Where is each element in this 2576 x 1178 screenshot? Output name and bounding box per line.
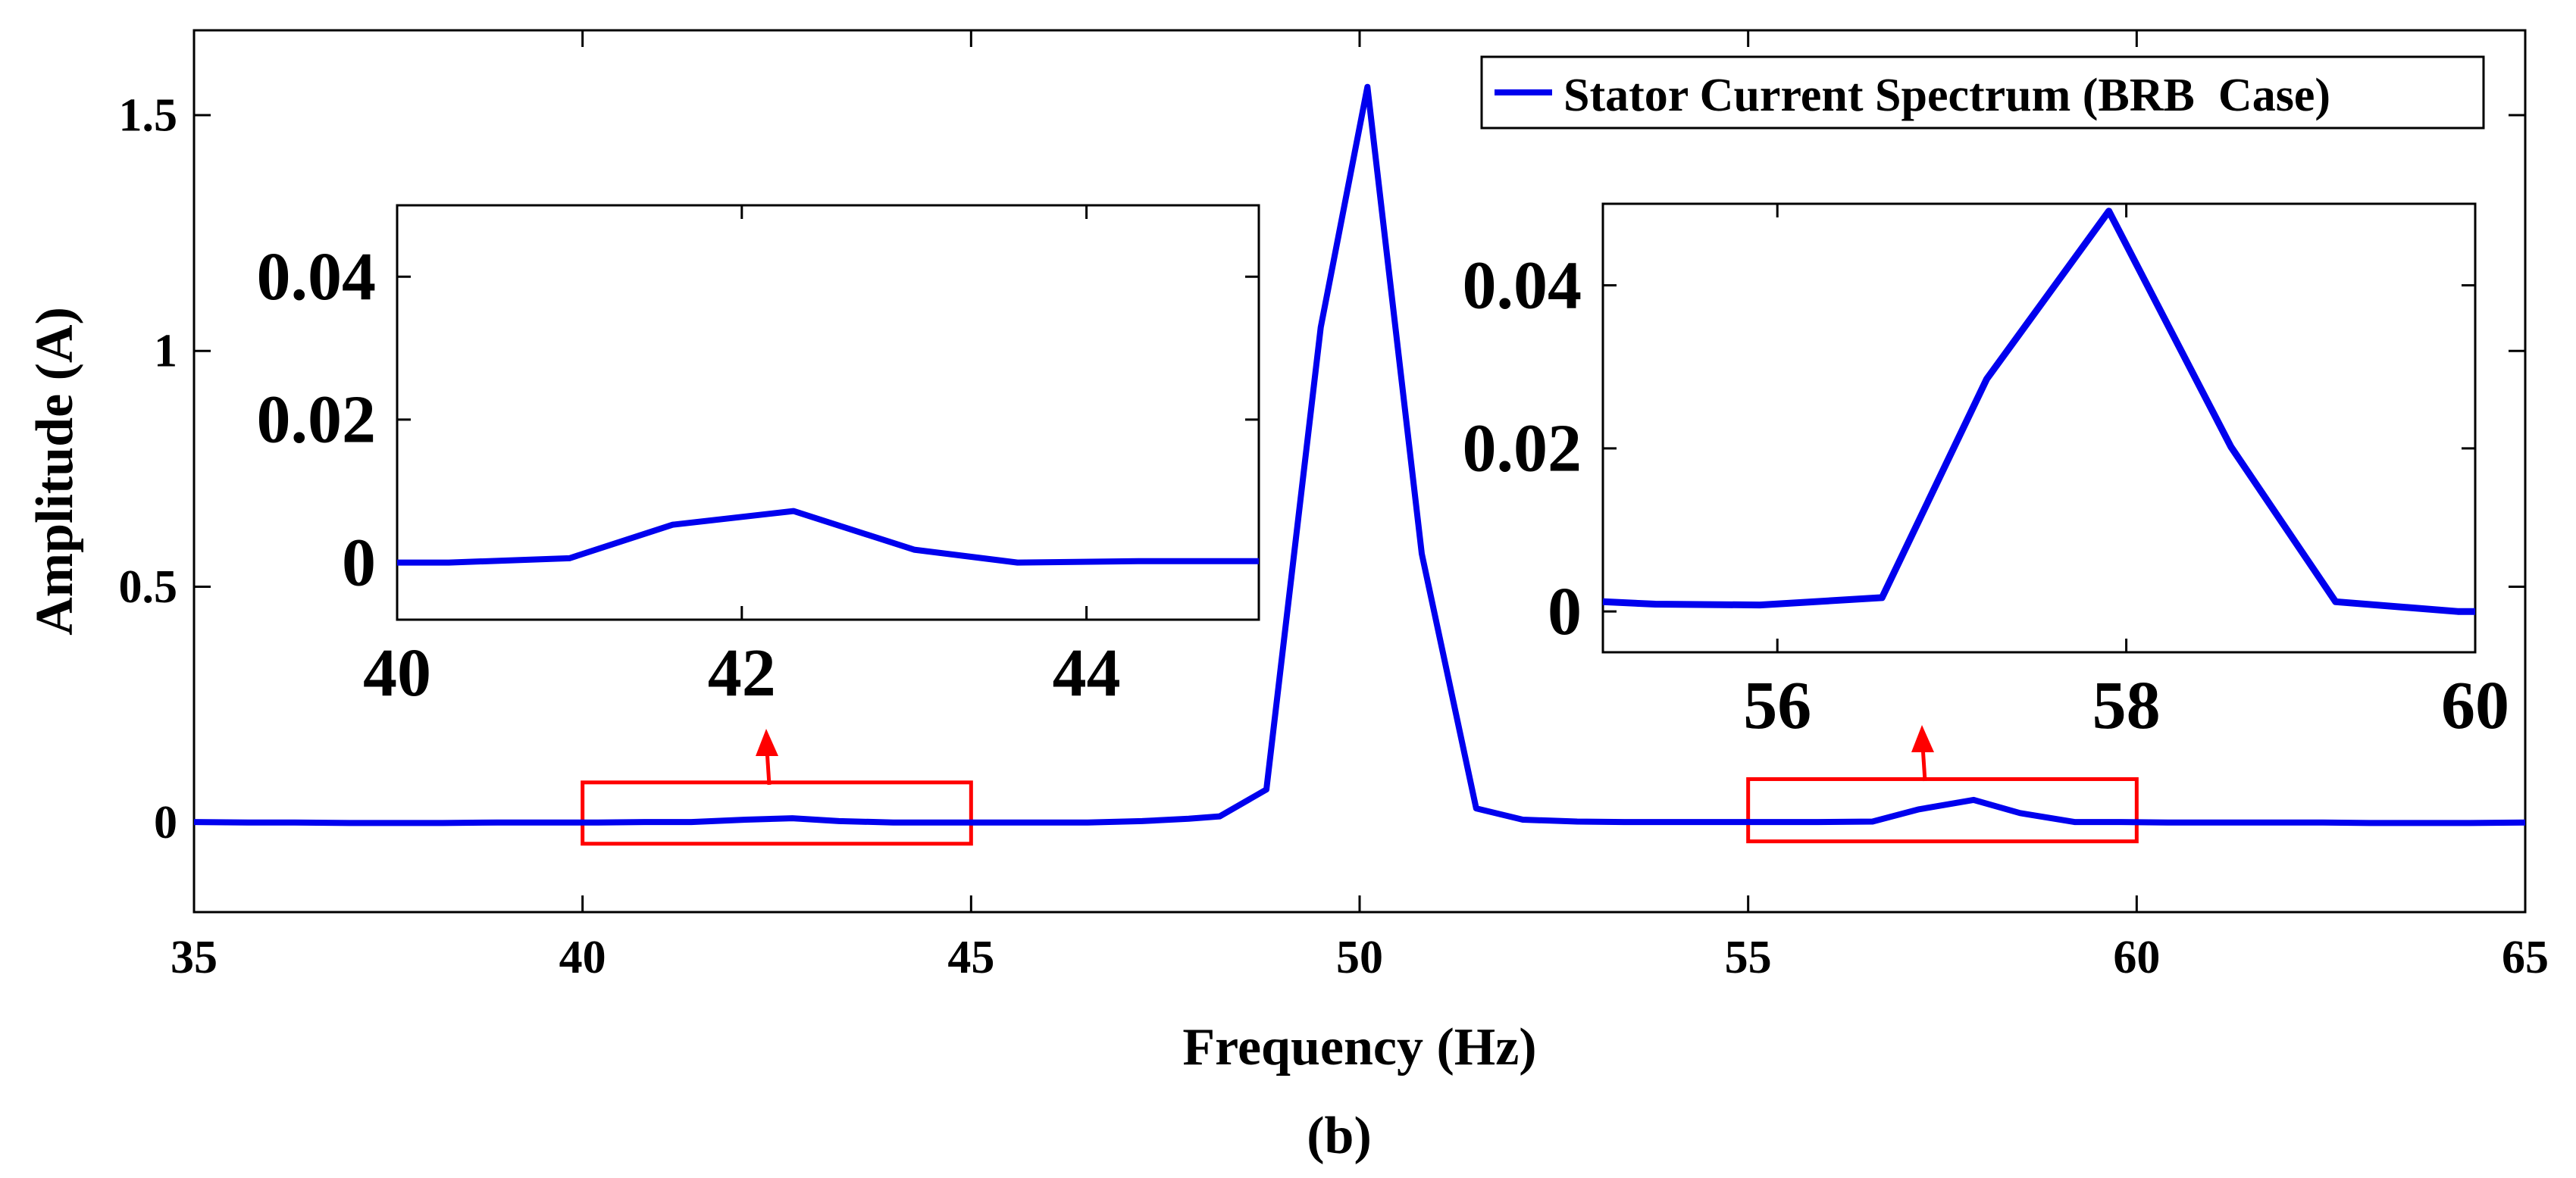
inset-left-x-tick-label: 44 <box>1053 636 1121 711</box>
inset-right: 56 58 60 0 0.02 0.04 <box>1463 204 2510 743</box>
inset-right-y-tick-label: 0 <box>1548 574 1582 649</box>
inset-left-y-tick-label: 0 <box>342 525 376 600</box>
y-axis-label: Amplitude (A) <box>26 307 84 636</box>
legend-label: Stator Current Spectrum (BRB Case) <box>1563 70 2330 121</box>
main-x-tick-labels: 35 40 45 50 55 60 65 <box>171 932 2549 983</box>
main-x-tick-label: 45 <box>947 932 994 983</box>
inset-right-x-tick-label: 56 <box>1743 668 1811 743</box>
inset-right-y-tick-label: 0.04 <box>1463 248 1582 323</box>
inset-right-x-tick-label: 58 <box>2092 668 2161 743</box>
inset-right-x-tick-label: 60 <box>2441 668 2509 743</box>
main-x-tick-label: 55 <box>1725 932 1772 983</box>
inset-left-y-tick-label: 0.02 <box>257 383 377 458</box>
legend: Stator Current Spectrum (BRB Case) <box>1482 57 2484 128</box>
zoom-arrow-left-head <box>756 729 778 756</box>
inset-left-x-tick-label: 40 <box>363 636 431 711</box>
highlight-box-zoom-right <box>1748 779 2137 841</box>
inset-right-y-tick-label: 0.02 <box>1463 411 1582 486</box>
figure-caption: (b) <box>1307 1107 1372 1165</box>
highlight-box-zoom-left <box>583 783 972 844</box>
main-x-tick-label: 60 <box>2113 932 2160 983</box>
inset-left-y-tick-label: 0.04 <box>257 239 377 314</box>
main-x-tick-label: 65 <box>2502 932 2549 983</box>
main-x-tick-label: 40 <box>559 932 606 983</box>
main-y-tick-labels: 0 0.5 1 1.5 <box>119 90 178 849</box>
x-axis-label: Frequency (Hz) <box>1182 1018 1536 1076</box>
main-x-tick-label: 50 <box>1336 932 1383 983</box>
main-y-tick-label: 0.5 <box>119 561 178 613</box>
main-x-tick-label: 35 <box>171 932 218 983</box>
inset-left-x-tick-label: 42 <box>708 636 776 711</box>
inset-right-frame <box>1603 204 2475 652</box>
main-y-tick-label: 1.5 <box>119 90 178 142</box>
main-y-tick-label: 1 <box>154 326 177 377</box>
inset-left: 40 42 44 0 0.02 0.04 <box>257 205 1260 711</box>
zoom-arrow-right-head <box>1911 725 1934 752</box>
main-y-tick-label: 0 <box>154 797 177 848</box>
